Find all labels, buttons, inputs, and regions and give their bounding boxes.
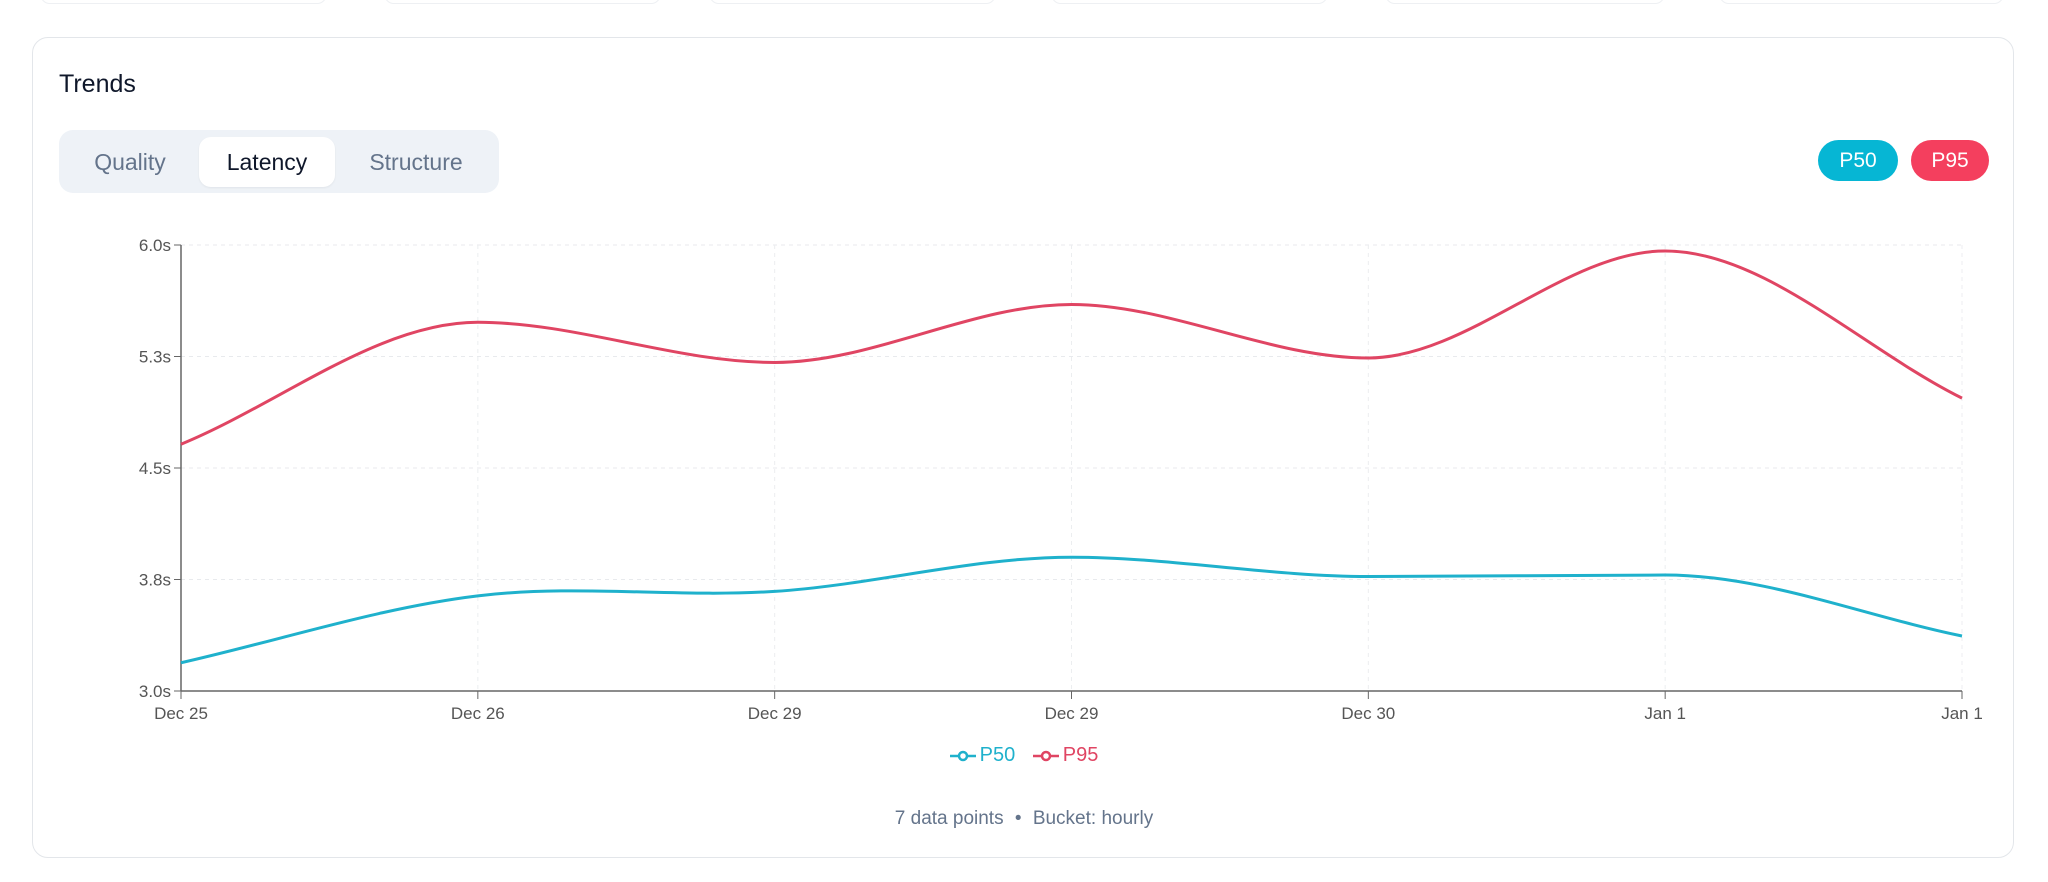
tab-quality[interactable]: Quality [94,149,166,175]
trends-card: Trends Quality Latency Structure P50 P95… [32,37,2014,858]
toggle-p50[interactable]: P50 [1818,140,1898,181]
x-tick-label: Jan 1 [1644,704,1686,723]
legend-label: P95 [1062,744,1099,766]
top-card [709,0,996,4]
tab-bar: Quality Latency Structure [59,130,499,193]
x-tick-label: Dec 30 [1341,704,1395,723]
chart-legend: P50 P95 [33,744,2015,769]
y-tick-label: 4.5s [139,459,171,478]
y-tick-label: 5.3s [139,348,171,367]
x-tick-label: Jan 1 [1941,704,1983,723]
top-card [1385,0,1665,4]
y-tick-label: 3.0s [139,682,171,701]
top-card [384,0,661,4]
x-tick-label: Dec 29 [748,704,802,723]
toggle-p95[interactable]: P95 [1911,140,1989,181]
y-tick-label: 3.8s [139,571,171,590]
top-card [1719,0,2004,4]
tab-latency[interactable]: Latency [199,137,335,187]
legend-item-p50[interactable]: P50 [949,744,1016,767]
latency-chart: 3.0s 3.8s 4.5s 5.3s 6.0s Dec 25 Dec 26 Dec 29 De… [139,236,1983,723]
x-tick-label: Dec 29 [1045,704,1099,723]
bucket-label: Bucket: hourly [1032,808,1154,829]
tab-structure[interactable]: Structure [369,149,463,175]
legend-item-p95[interactable]: P95 [1032,744,1099,767]
series-line-p50 [180,555,1963,665]
chart-footer: 7 data points • Bucket: hourly [33,808,2015,830]
separator: • [1014,808,1022,829]
line-marker-icon [949,750,976,761]
series-line-p95 [180,249,1963,446]
y-tick-label: 6.0s [139,236,171,255]
top-card [1051,0,1328,4]
card-title: Trends [59,70,136,98]
legend-label: P50 [979,744,1016,766]
x-tick-label: Dec 25 [154,704,208,723]
top-card [40,0,327,4]
line-marker-icon [1032,750,1059,761]
x-tick-label: Dec 26 [451,704,505,723]
data-point-count: 7 data points [894,808,1004,829]
